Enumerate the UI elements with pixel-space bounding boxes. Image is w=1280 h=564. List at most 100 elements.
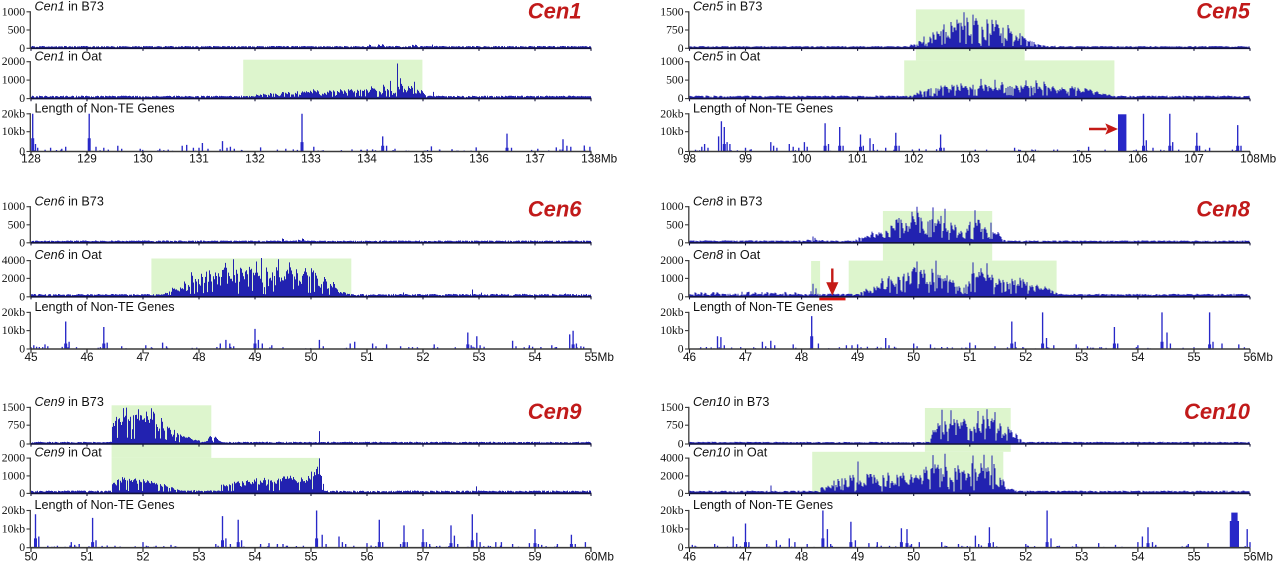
svg-text:0: 0 — [19, 541, 25, 554]
svg-text:0: 0 — [678, 290, 684, 303]
svg-text:20kb: 20kb — [660, 306, 684, 319]
svg-text:750: 750 — [666, 419, 684, 432]
svg-text:1000: 1000 — [2, 200, 26, 213]
svg-text:47: 47 — [739, 350, 752, 364]
svg-text:Cen1: Cen1 — [528, 0, 582, 24]
svg-text:50: 50 — [24, 549, 38, 563]
svg-text:Length of Non-TE Genes: Length of Non-TE Genes — [693, 498, 833, 512]
svg-text:51: 51 — [360, 350, 373, 364]
svg-text:102: 102 — [904, 151, 924, 165]
svg-text:Cen5: Cen5 — [1196, 0, 1251, 24]
svg-text:135: 135 — [413, 151, 433, 165]
svg-text:130: 130 — [133, 151, 153, 165]
svg-text:48: 48 — [192, 350, 206, 364]
svg-text:0: 0 — [19, 145, 25, 158]
svg-text:500: 500 — [8, 24, 26, 37]
svg-text:2000: 2000 — [2, 55, 26, 68]
svg-text:55: 55 — [1187, 549, 1201, 563]
svg-text:4000: 4000 — [660, 452, 684, 465]
svg-text:0: 0 — [19, 343, 25, 356]
svg-text:4000: 4000 — [2, 254, 26, 267]
svg-text:131: 131 — [189, 151, 209, 165]
svg-text:1000: 1000 — [2, 74, 26, 87]
svg-text:134: 134 — [357, 151, 377, 165]
svg-text:49: 49 — [248, 350, 261, 364]
svg-text:54: 54 — [248, 549, 262, 563]
svg-text:48: 48 — [795, 350, 809, 364]
svg-text:Cen9 in Oat: Cen9 in Oat — [35, 446, 103, 460]
svg-text:Cen8: Cen8 — [1196, 197, 1251, 222]
svg-text:54: 54 — [1131, 350, 1145, 364]
svg-text:2000: 2000 — [660, 254, 684, 267]
svg-text:20kb: 20kb — [2, 306, 26, 319]
svg-text:Cen9 in B73: Cen9 in B73 — [35, 395, 104, 409]
svg-text:56: 56 — [360, 549, 374, 563]
svg-text:Cen10 in Oat: Cen10 in Oat — [693, 446, 768, 460]
svg-text:Length of Non-TE Genes: Length of Non-TE Genes — [35, 498, 175, 512]
svg-text:54: 54 — [1131, 549, 1145, 563]
svg-text:1000: 1000 — [2, 469, 26, 482]
svg-text:1500: 1500 — [660, 401, 684, 414]
svg-text:Cen5 in B73: Cen5 in B73 — [693, 0, 762, 13]
svg-text:1000: 1000 — [660, 55, 684, 68]
svg-text:49: 49 — [851, 350, 864, 364]
svg-text:98: 98 — [683, 151, 697, 165]
svg-text:Cen6 in Oat: Cen6 in Oat — [35, 248, 103, 262]
svg-text:0: 0 — [678, 92, 684, 105]
svg-text:Length of Non-TE Genes: Length of Non-TE Genes — [693, 101, 833, 115]
svg-text:0: 0 — [19, 438, 25, 451]
svg-text:2000: 2000 — [660, 469, 684, 482]
svg-text:103: 103 — [960, 151, 980, 165]
svg-text:50: 50 — [304, 350, 318, 364]
svg-text:1000: 1000 — [660, 272, 684, 285]
svg-text:10kb: 10kb — [660, 125, 684, 138]
svg-text:55: 55 — [1187, 350, 1201, 364]
svg-text:0: 0 — [678, 487, 684, 500]
svg-text:Cen5 in Oat: Cen5 in Oat — [693, 49, 761, 63]
svg-text:45: 45 — [24, 350, 38, 364]
svg-text:1500: 1500 — [2, 401, 26, 414]
svg-text:46: 46 — [80, 350, 94, 364]
svg-text:0: 0 — [19, 290, 25, 303]
svg-text:104: 104 — [1016, 151, 1036, 165]
svg-text:Length of Non-TE Genes: Length of Non-TE Genes — [693, 300, 833, 314]
svg-text:0: 0 — [678, 438, 684, 451]
svg-text:99: 99 — [739, 151, 752, 165]
svg-text:51: 51 — [963, 350, 976, 364]
svg-text:132: 132 — [245, 151, 265, 165]
svg-text:50: 50 — [907, 350, 921, 364]
svg-text:2000: 2000 — [2, 272, 26, 285]
svg-text:55: 55 — [304, 549, 318, 563]
svg-text:Cen10 in B73: Cen10 in B73 — [693, 395, 769, 409]
svg-text:0: 0 — [678, 343, 684, 356]
svg-text:51: 51 — [963, 549, 976, 563]
svg-text:52: 52 — [1019, 549, 1032, 563]
svg-text:128: 128 — [21, 151, 41, 165]
svg-text:Cen6: Cen6 — [528, 197, 583, 222]
svg-text:57: 57 — [416, 549, 429, 563]
svg-text:53: 53 — [472, 350, 486, 364]
svg-text:Cen8 in B73: Cen8 in B73 — [693, 194, 762, 208]
svg-text:105: 105 — [1072, 151, 1092, 165]
svg-text:133: 133 — [301, 151, 321, 165]
svg-text:52: 52 — [1019, 350, 1032, 364]
svg-text:Cen10: Cen10 — [1184, 399, 1251, 424]
svg-text:750: 750 — [666, 24, 684, 37]
svg-text:53: 53 — [1075, 350, 1089, 364]
svg-text:136: 136 — [469, 151, 489, 165]
svg-text:500: 500 — [666, 218, 684, 231]
svg-text:Length of Non-TE Genes: Length of Non-TE Genes — [35, 300, 175, 314]
svg-text:Cen6 in B73: Cen6 in B73 — [35, 194, 104, 208]
svg-text:0: 0 — [19, 42, 25, 55]
svg-text:Cen8 in Oat: Cen8 in Oat — [693, 248, 761, 262]
svg-text:Length of Non-TE Genes: Length of Non-TE Genes — [35, 101, 175, 115]
svg-text:1500: 1500 — [660, 5, 684, 18]
svg-text:107: 107 — [1184, 151, 1204, 165]
svg-text:10kb: 10kb — [2, 125, 26, 138]
svg-text:101: 101 — [848, 151, 868, 165]
svg-text:20kb: 20kb — [2, 107, 26, 120]
svg-text:0: 0 — [19, 487, 25, 500]
svg-text:52: 52 — [136, 549, 149, 563]
svg-text:2000: 2000 — [2, 452, 26, 465]
svg-text:0: 0 — [19, 92, 25, 105]
